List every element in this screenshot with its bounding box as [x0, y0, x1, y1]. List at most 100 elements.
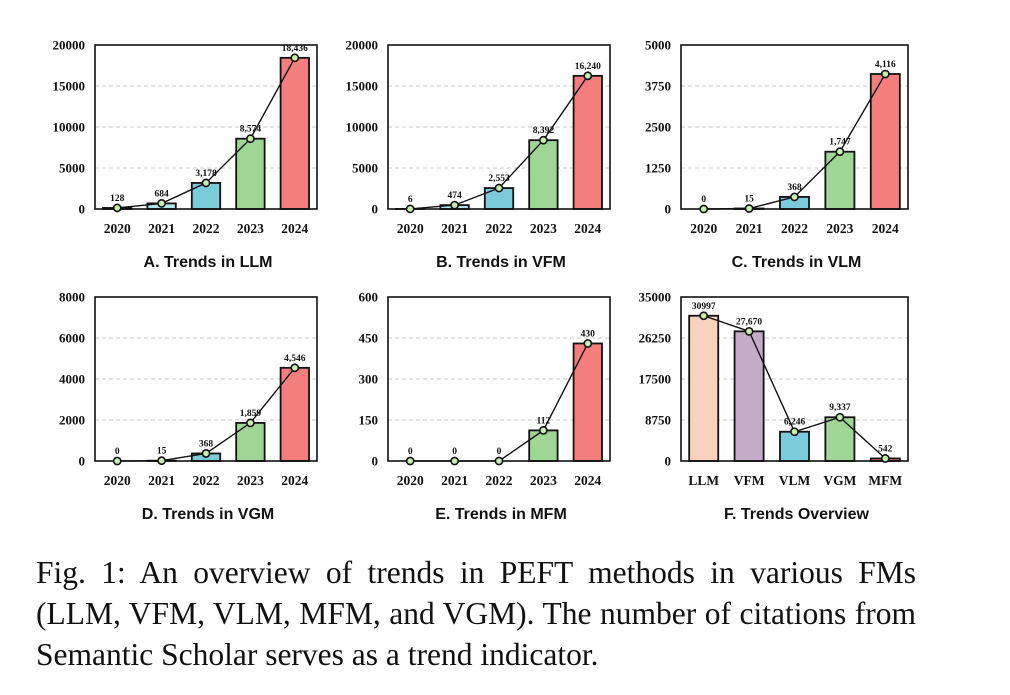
- trend-marker: [790, 427, 799, 437]
- x-tick-label: 2020: [397, 221, 424, 236]
- trend-marker: [450, 456, 459, 466]
- trend-marker: [539, 135, 548, 145]
- y-tick-label: 4000: [59, 372, 85, 387]
- data-label: 6: [408, 195, 413, 205]
- trend-marker: [880, 454, 890, 463]
- chart-title: F. Trends Overview: [724, 506, 870, 523]
- x-tick-label: 2022: [193, 221, 220, 236]
- chart-vfm: 0 5000 10000 15000 20000 6 474 2,553 8,392 16,240…: [346, 38, 611, 271]
- trend-marker: [835, 147, 845, 157]
- data-label: 0: [701, 195, 706, 205]
- x-tick-label: 2024: [281, 473, 308, 488]
- chart-vlm: 0 1250 2500 3750 5000 0 15 368 1,747 4,116 2020 202…: [645, 38, 909, 271]
- y-tick-label: 0: [665, 202, 672, 217]
- data-label: 9,337: [829, 403, 851, 413]
- x-tick-label: 2020: [104, 473, 131, 488]
- y-tick-label: 2500: [645, 120, 671, 135]
- chart-vgm: 0 2000 4000 6000 8000 0 15 368 1,859 4,546 2020 202…: [59, 290, 318, 523]
- y-tick-label: 1250: [645, 161, 671, 176]
- y-tick-label: 20000: [346, 38, 379, 53]
- chart-title: B. Trends in VFM: [436, 254, 566, 271]
- trend-marker: [201, 178, 211, 188]
- x-tick-label: 2023: [530, 221, 557, 236]
- data-label: 30997: [692, 302, 716, 312]
- chart-title: C. Trends in VLM: [732, 254, 862, 271]
- plot-frame: [680, 44, 909, 210]
- bar-2024: [279, 56, 310, 210]
- trend-marker: [835, 412, 845, 422]
- data-label: 15: [157, 447, 167, 457]
- x-tick-label: 2024: [872, 221, 899, 236]
- x-tick-label: 2022: [486, 473, 513, 488]
- x-tick-label: 2022: [486, 221, 513, 236]
- x-tick-label: LLM: [688, 473, 719, 488]
- trend-marker: [245, 418, 255, 428]
- y-tick-label: 3750: [645, 79, 671, 94]
- data-label: 8,392: [533, 126, 555, 136]
- bar-2023: [235, 421, 266, 462]
- y-tick-label: 35000: [639, 290, 672, 305]
- y-tick-label: 150: [359, 413, 379, 428]
- x-tick-label: 2023: [826, 221, 853, 236]
- chart-mfm: 0 150 300 450 600 0 0 0 112 430 2020 2021 2022 2023 20…: [359, 290, 611, 523]
- trend-marker: [157, 198, 166, 208]
- x-tick-label: 2021: [441, 473, 468, 488]
- trend-line: [410, 343, 589, 462]
- data-label: 128: [110, 194, 125, 204]
- y-tick-label: 15000: [53, 79, 86, 94]
- y-tick-label: 15000: [346, 79, 379, 94]
- chart-llm: 0 5000 10000 15000 20000 128 684 3,178 8,574 18,4…: [53, 38, 318, 271]
- data-label: 112: [537, 416, 551, 426]
- x-tick-label: MFM: [868, 473, 902, 488]
- trend-marker: [405, 456, 415, 466]
- trend-marker: [112, 456, 122, 466]
- y-tick-label: 5000: [645, 38, 671, 53]
- trend-marker: [880, 69, 890, 79]
- y-tick-label: 450: [359, 331, 379, 346]
- trend-marker: [699, 311, 709, 321]
- trend-marker: [245, 134, 255, 144]
- x-tick-label: 2023: [237, 221, 264, 236]
- x-tick-label: 2024: [574, 221, 601, 236]
- x-tick-label: VLM: [779, 473, 811, 488]
- x-tick-label: 2023: [237, 473, 264, 488]
- trend-marker: [699, 204, 709, 214]
- trend-marker: [494, 183, 504, 193]
- x-tick-label: 2020: [397, 473, 424, 488]
- x-tick-label: 2023: [530, 473, 557, 488]
- y-tick-label: 8000: [59, 290, 85, 305]
- x-tick-label: VGM: [823, 473, 856, 488]
- y-tick-label: 10000: [53, 120, 86, 135]
- y-tick-label: 2000: [59, 413, 85, 428]
- bar-2023: [528, 429, 559, 462]
- chart-title: E. Trends in MFM: [435, 506, 567, 523]
- y-tick-label: 20000: [53, 38, 86, 53]
- bar-2024: [572, 74, 603, 210]
- plot-frame: [387, 44, 611, 210]
- trend-marker: [112, 203, 122, 213]
- y-tick-label: 8750: [645, 413, 671, 428]
- data-label: 15: [744, 195, 754, 205]
- x-tick-label: 2024: [574, 473, 601, 488]
- trend-marker: [790, 192, 799, 202]
- data-label: 6,246: [784, 418, 806, 428]
- data-label: 0: [452, 447, 457, 457]
- bar-2024: [572, 342, 603, 462]
- data-label: 16,240: [575, 62, 601, 72]
- bar-2024: [279, 366, 310, 462]
- plot-frame: [94, 296, 318, 462]
- trend-marker: [494, 456, 504, 466]
- y-tick-label: 5000: [59, 161, 85, 176]
- trend-marker: [744, 204, 754, 213]
- trend-marker: [405, 204, 415, 214]
- x-tick-label: 2021: [736, 221, 763, 236]
- data-label: 684: [154, 189, 169, 199]
- y-tick-label: 17500: [639, 372, 672, 387]
- data-label: 0: [497, 447, 502, 457]
- y-tick-label: 0: [372, 202, 379, 217]
- data-label: 1,747: [829, 138, 851, 148]
- x-tick-label: VFM: [734, 473, 765, 488]
- data-label: 4,116: [875, 60, 896, 70]
- x-tick-label: 2021: [148, 221, 175, 236]
- bar-vgm: [824, 416, 856, 462]
